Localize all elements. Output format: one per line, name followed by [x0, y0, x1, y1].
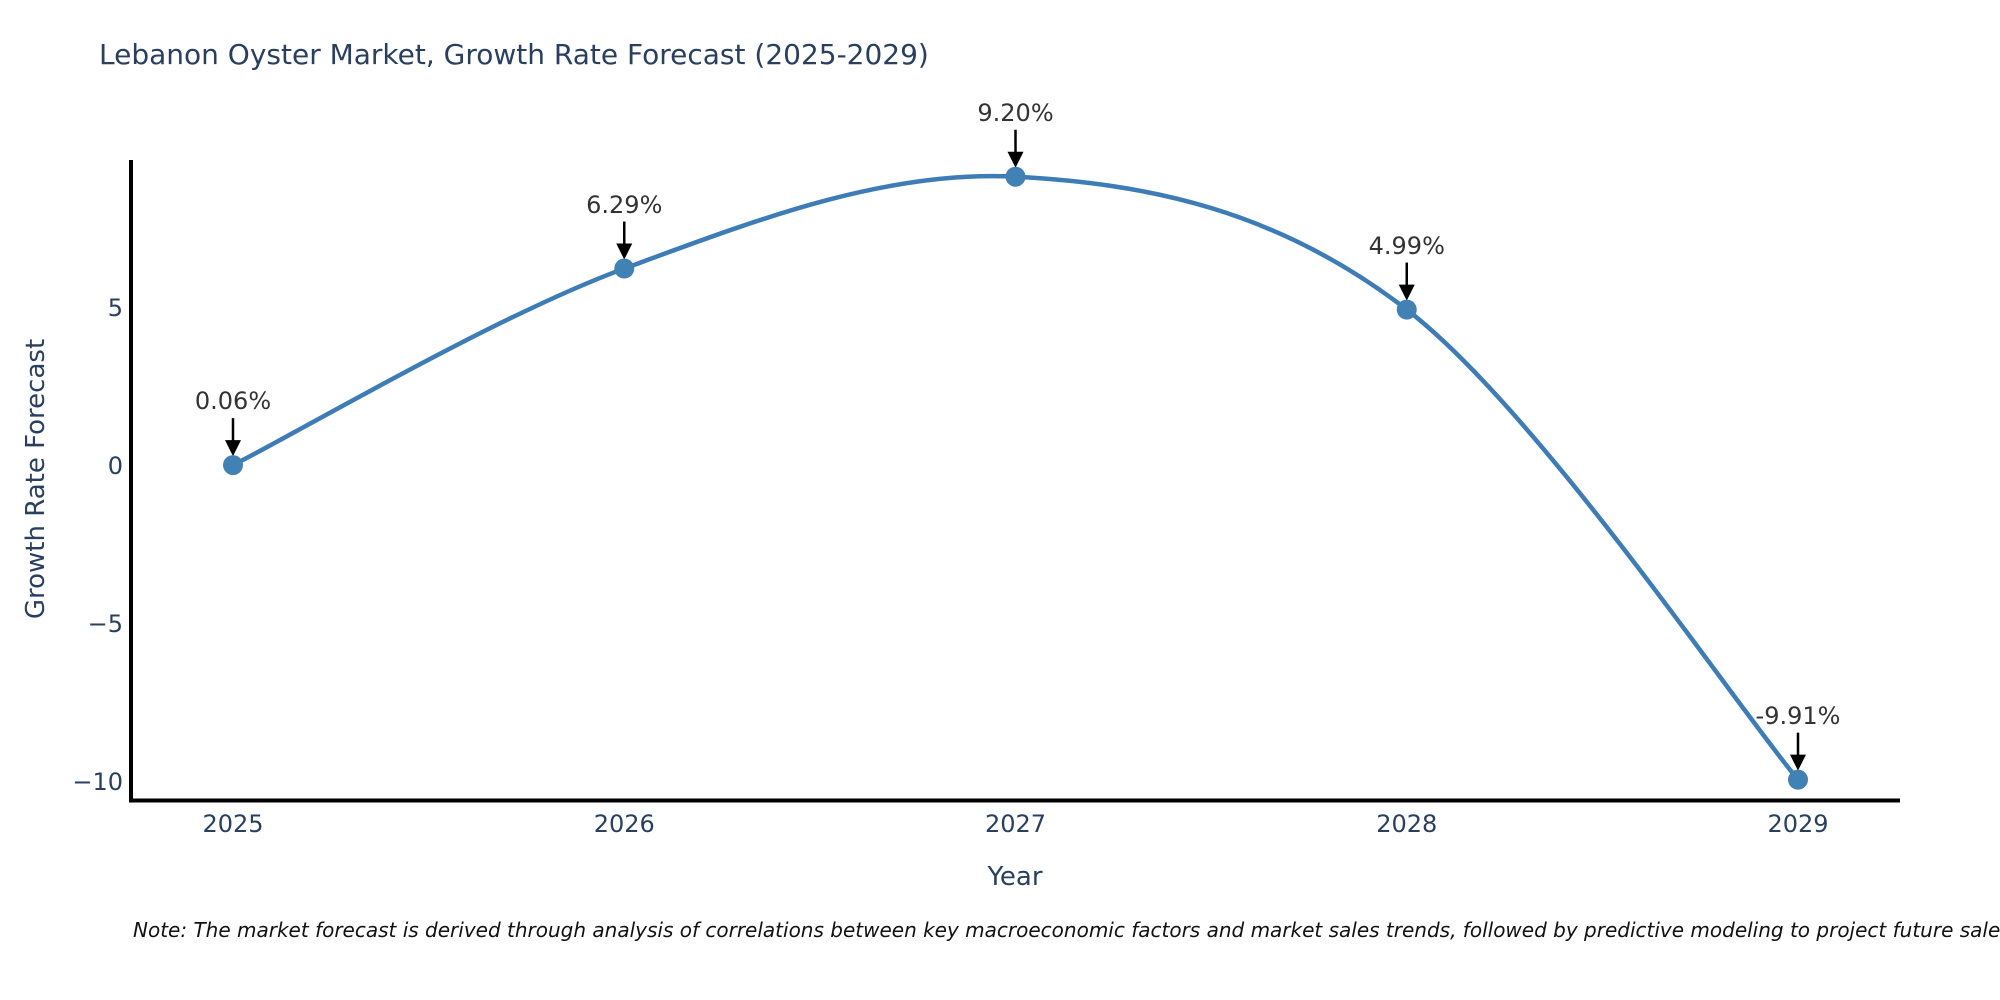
y-tick-label: 5: [107, 294, 123, 323]
x-axis-title: Year: [987, 862, 1043, 892]
x-tick-label: 2025: [202, 810, 264, 838]
data-point-marker: [1396, 299, 1417, 320]
y-tick-label: 0: [107, 452, 123, 480]
forecast-line: [230, 173, 1801, 782]
y-tick-label: −10: [72, 767, 123, 796]
point-annotation: 6.29%: [586, 190, 663, 219]
footnote: Note: The market forecast is derived thr…: [133, 918, 2000, 942]
data-point-marker: [223, 455, 243, 476]
point-annotation: 9.20%: [977, 98, 1054, 127]
chart-title: Lebanon Oyster Market, Growth Rate Forec…: [99, 38, 929, 71]
annotation-down-arrow-icon: [225, 440, 241, 457]
x-tick-label: 2027: [984, 810, 1047, 838]
annotation-down-arrow-icon: [616, 243, 633, 260]
point-annotation: 4.99%: [1368, 231, 1445, 260]
annotation-down-arrow-icon: [1790, 754, 1806, 771]
point-annotation: 0.06%: [194, 387, 272, 416]
point-annotation: -9.91%: [1755, 701, 1841, 730]
x-tick-label: 2029: [1767, 810, 1829, 838]
y-tick-label: −5: [87, 609, 123, 638]
annotation-down-arrow-icon: [1398, 284, 1415, 301]
x-tick-label: 2026: [593, 810, 655, 838]
data-point-marker: [614, 258, 635, 279]
data-point-marker: [1788, 769, 1808, 790]
annotation-down-arrow-icon: [1007, 151, 1024, 168]
x-tick-label: 2028: [1376, 810, 1438, 838]
data-point-marker: [1005, 166, 1026, 187]
